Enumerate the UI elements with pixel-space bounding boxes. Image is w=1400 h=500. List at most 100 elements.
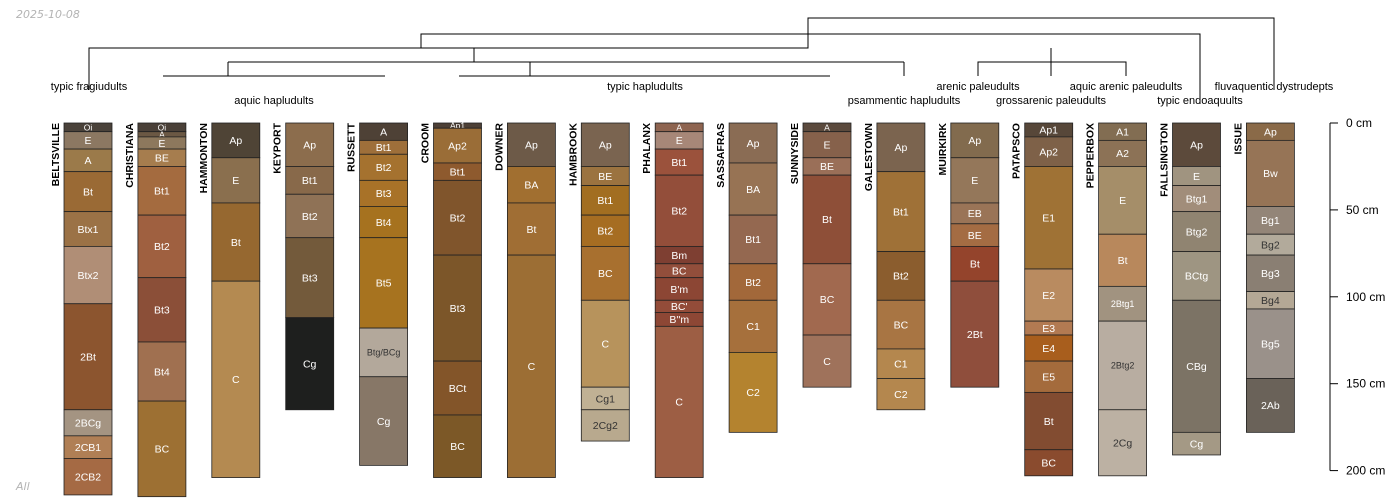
horizon-label: E (1193, 171, 1200, 183)
horizon-label: Btx1 (77, 224, 98, 236)
horizon-issue-2 (1246, 206, 1295, 235)
axis-tick-label: 50 cm (1346, 203, 1379, 217)
profile-name: CROOM (420, 123, 432, 164)
taxon-label: typic fragiudults (51, 81, 128, 93)
horizon-croom-1 (433, 127, 482, 164)
horizon-sassafras-5 (728, 352, 778, 433)
horizon-label: 2Cg2 (593, 420, 618, 432)
horizon-christiana-8 (137, 400, 187, 498)
horizon-label: 2Cg (1113, 438, 1132, 450)
horizon-patapsco-6 (1024, 360, 1074, 393)
profile-name: BELTSVILLE (50, 123, 62, 186)
profile-phalanx: AE Bt1 Bt2 Bm BC B'm BC'B''m C PHALANX (641, 122, 704, 478)
horizon-label: BA (524, 179, 538, 191)
profile-croom: Ap1 Ap2 Bt1 Bt2 Bt3 BCt BC CROOM (420, 121, 482, 478)
horizon-label: C (823, 356, 831, 368)
horizon-issue-4 (1246, 254, 1295, 292)
horizon-label: BC (155, 444, 170, 456)
horizon-label: BC (450, 441, 465, 453)
axis-tick-label: 200 cm (1346, 464, 1385, 478)
profile-sassafras: Ap BA Bt1 Bt2 C1 C2 SASSAFRAS (715, 122, 778, 433)
horizon-muirkirk-5 (950, 280, 1000, 388)
horizon-issue-1 (1246, 139, 1295, 207)
dendrogram-branch (420, 33, 1201, 104)
horizon-label: Bt (970, 259, 980, 271)
horizon-beltsville-9 (63, 458, 113, 496)
horizon-sassafras-2 (728, 214, 778, 265)
horizon-sassafras-4 (728, 299, 778, 353)
horizon-patapsco-8 (1024, 449, 1074, 477)
horizon-label: Bt1 (893, 206, 909, 218)
horizon-label: Bg2 (1261, 239, 1280, 251)
horizon-label: B'm (670, 284, 688, 296)
horizon-label: E5 (1042, 372, 1055, 384)
profile-patapsco: Ap1 Ap2 E1 E2 E3 E4 E5 Bt BC PATAPSCO (1011, 122, 1074, 477)
dendrogram-branch (88, 17, 1275, 90)
horizon-pepperbox-1 (1098, 139, 1147, 167)
horizon-pepperbox-2 (1098, 166, 1147, 235)
horizon-label: E (84, 135, 91, 147)
horizon-label: Ap (599, 140, 612, 152)
horizon-label: Bt2 (376, 162, 392, 174)
horizon-label: 2Btg1 (1111, 299, 1135, 309)
horizon-label: BC (820, 294, 835, 306)
horizon-label: BC (598, 268, 613, 280)
taxon-label: grossarenic paleudults (996, 95, 1107, 107)
horizon-label: Bg5 (1261, 339, 1280, 351)
horizon-hammonton-3 (211, 280, 261, 478)
horizon-label: BE (968, 230, 982, 242)
horizon-label: E1 (1042, 213, 1055, 225)
horizon-label: Bt5 (376, 278, 392, 290)
horizon-sunnyside-4 (802, 263, 852, 336)
horizon-keyport-1 (285, 166, 335, 195)
profile-name: MUIRKIRK (937, 123, 949, 176)
horizon-label: E2 (1042, 290, 1055, 302)
horizon-label: C2 (894, 389, 908, 401)
horizon-label: 2Btg2 (1111, 361, 1135, 371)
depth-axis: 0 cm 50 cm 100 cm 150 cm 200 cm (1329, 116, 1385, 478)
horizon-label: Bm (671, 250, 687, 262)
horizon-label: E (1119, 195, 1126, 207)
horizon-label: E3 (1042, 323, 1055, 335)
horizon-label: B''m (669, 314, 689, 326)
dendrogram-branch (227, 48, 905, 76)
horizon-label: BE (155, 153, 169, 165)
horizon-label: Cg (1190, 438, 1204, 450)
horizon-label: Bt2 (745, 277, 761, 289)
horizon-label: Ap (894, 142, 907, 154)
taxon-label: aquic arenic paleudults (1070, 81, 1183, 93)
horizon-label: Bt1 (154, 186, 170, 198)
horizon-hambrook-2 (580, 185, 630, 216)
horizon-label: 2Ab (1261, 400, 1280, 412)
horizon-beltsville-3 (63, 171, 113, 213)
horizon-label: A (84, 155, 91, 167)
dendrogram-branch (977, 61, 1127, 76)
horizon-label: Ap1 (1039, 125, 1058, 137)
horizon-fallsington-2 (1172, 185, 1221, 213)
horizon-muirkirk-1 (950, 157, 1000, 204)
profile-pepperbox: A1 A2 E Bt 2Btg1 2Btg2 2Cg PEPPERBOX (1085, 122, 1147, 477)
horizon-label: EB (968, 208, 982, 220)
horizon-label: Bt4 (154, 366, 170, 378)
horizon-christiana-5 (137, 214, 187, 279)
horizon-issue-6 (1246, 308, 1295, 379)
horizon-pepperbox-5 (1098, 320, 1147, 411)
dendrogram (88, 17, 1275, 104)
horizon-label: Bt2 (671, 206, 687, 218)
profile-name: FALLSINGTON (1159, 123, 1171, 197)
taxon-label: fluvaquentic dystrudepts (1215, 81, 1334, 93)
horizon-christiana-7 (137, 341, 187, 402)
profile-hambrook: Ap BE Bt1 Bt2 BC C Cg1 2Cg2 HAMBROOK (567, 123, 630, 442)
horizon-label: Cg (377, 416, 391, 428)
horizon-label: E4 (1042, 343, 1055, 355)
horizon-label: Bt (1044, 416, 1054, 428)
horizon-label: A2 (1116, 148, 1129, 160)
horizon-sunnyside-1 (802, 131, 852, 159)
horizon-fallsington-3 (1172, 211, 1221, 253)
horizon-russett-3 (359, 179, 409, 207)
horizon-label: Bt1 (302, 175, 318, 187)
horizon-pepperbox-4 (1098, 285, 1147, 322)
